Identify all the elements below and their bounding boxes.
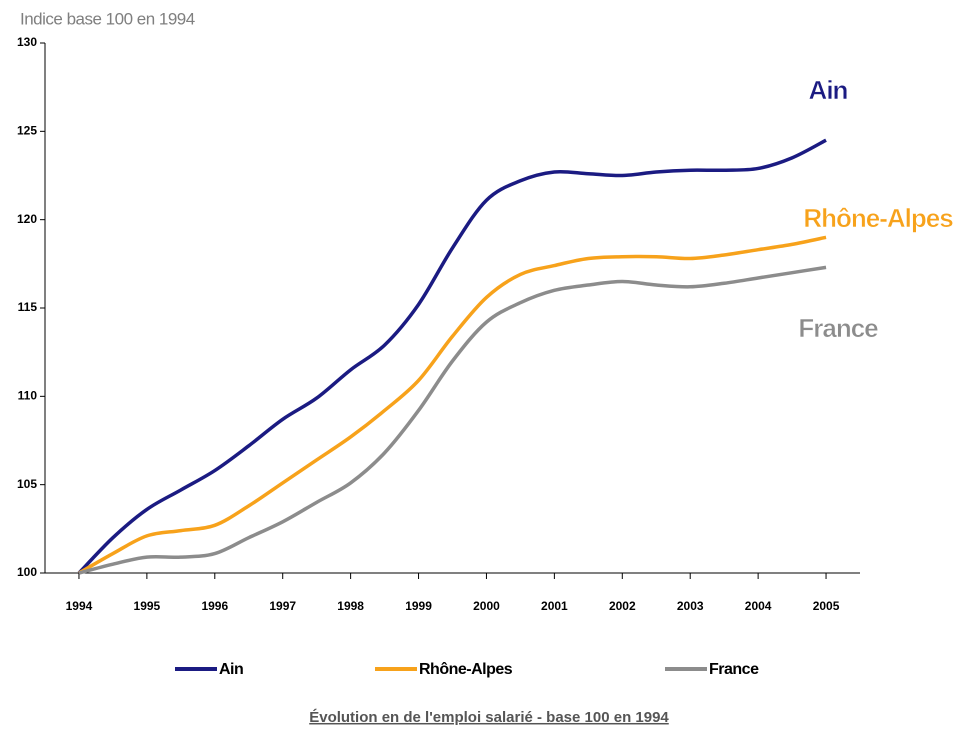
series-line: [77, 138, 827, 575]
x-tick-label: 1994: [66, 599, 93, 613]
y-tick-label: 125: [17, 124, 37, 138]
x-tick-label: 2000: [473, 599, 500, 613]
chart-title: Évolution en de l'emploi salarié - base …: [309, 709, 669, 726]
series-end-label: Rhône-Alpes: [803, 203, 953, 233]
x-tick-label: 1996: [201, 599, 228, 613]
x-tick-label: 1997: [269, 599, 296, 613]
series-end-label: France: [798, 313, 878, 343]
x-tick-label: 2004: [745, 599, 772, 613]
y-axis-label: Indice base 100 en 1994: [20, 9, 195, 28]
legend-label: Rhône-Alpes: [419, 661, 513, 678]
y-tick-label: 115: [18, 300, 38, 314]
series-line: [78, 235, 827, 575]
x-tick-label: 1995: [134, 599, 161, 613]
x-tick-label: 2001: [541, 599, 568, 613]
x-tick-label: 2003: [677, 599, 704, 613]
y-tick-label: 110: [18, 389, 38, 403]
y-tick-label: 105: [17, 477, 37, 491]
x-tick-label: 1999: [405, 599, 432, 613]
y-tick-label: 130: [17, 35, 37, 49]
series-end-label: Ain: [809, 75, 848, 105]
x-tick-label: 2005: [813, 599, 840, 613]
y-tick-label: 120: [17, 212, 37, 226]
legend-label: France: [709, 661, 759, 678]
y-tick-label: 100: [17, 565, 37, 579]
series-line: [78, 265, 827, 575]
x-tick-label: 1998: [337, 599, 364, 613]
legend-label: Ain: [219, 661, 243, 678]
x-tick-label: 2002: [609, 599, 636, 613]
